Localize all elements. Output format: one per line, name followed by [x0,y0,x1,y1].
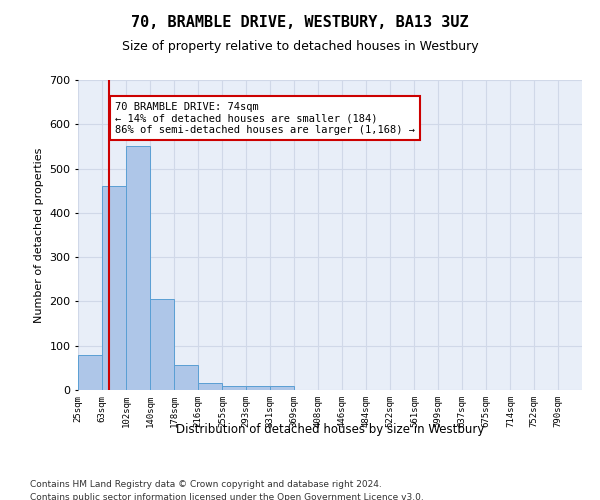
Text: Contains public sector information licensed under the Open Government Licence v3: Contains public sector information licen… [30,492,424,500]
Y-axis label: Number of detached properties: Number of detached properties [34,148,44,322]
Text: Size of property relative to detached houses in Westbury: Size of property relative to detached ho… [122,40,478,53]
Bar [127,146,150,390]
Bar [270,386,294,390]
Text: Contains HM Land Registry data © Crown copyright and database right 2024.: Contains HM Land Registry data © Crown c… [30,480,382,489]
Bar [198,384,223,390]
Text: 70 BRAMBLE DRIVE: 74sqm
← 14% of detached houses are smaller (184)
86% of semi-d: 70 BRAMBLE DRIVE: 74sqm ← 14% of detache… [115,102,415,135]
Bar [223,386,246,390]
Bar [174,365,198,390]
Text: 70, BRAMBLE DRIVE, WESTBURY, BA13 3UZ: 70, BRAMBLE DRIVE, WESTBURY, BA13 3UZ [131,15,469,30]
Text: Distribution of detached houses by size in Westbury: Distribution of detached houses by size … [176,422,484,436]
Bar [102,186,127,390]
Bar [150,299,174,390]
Bar [78,354,102,390]
Bar [246,386,270,390]
